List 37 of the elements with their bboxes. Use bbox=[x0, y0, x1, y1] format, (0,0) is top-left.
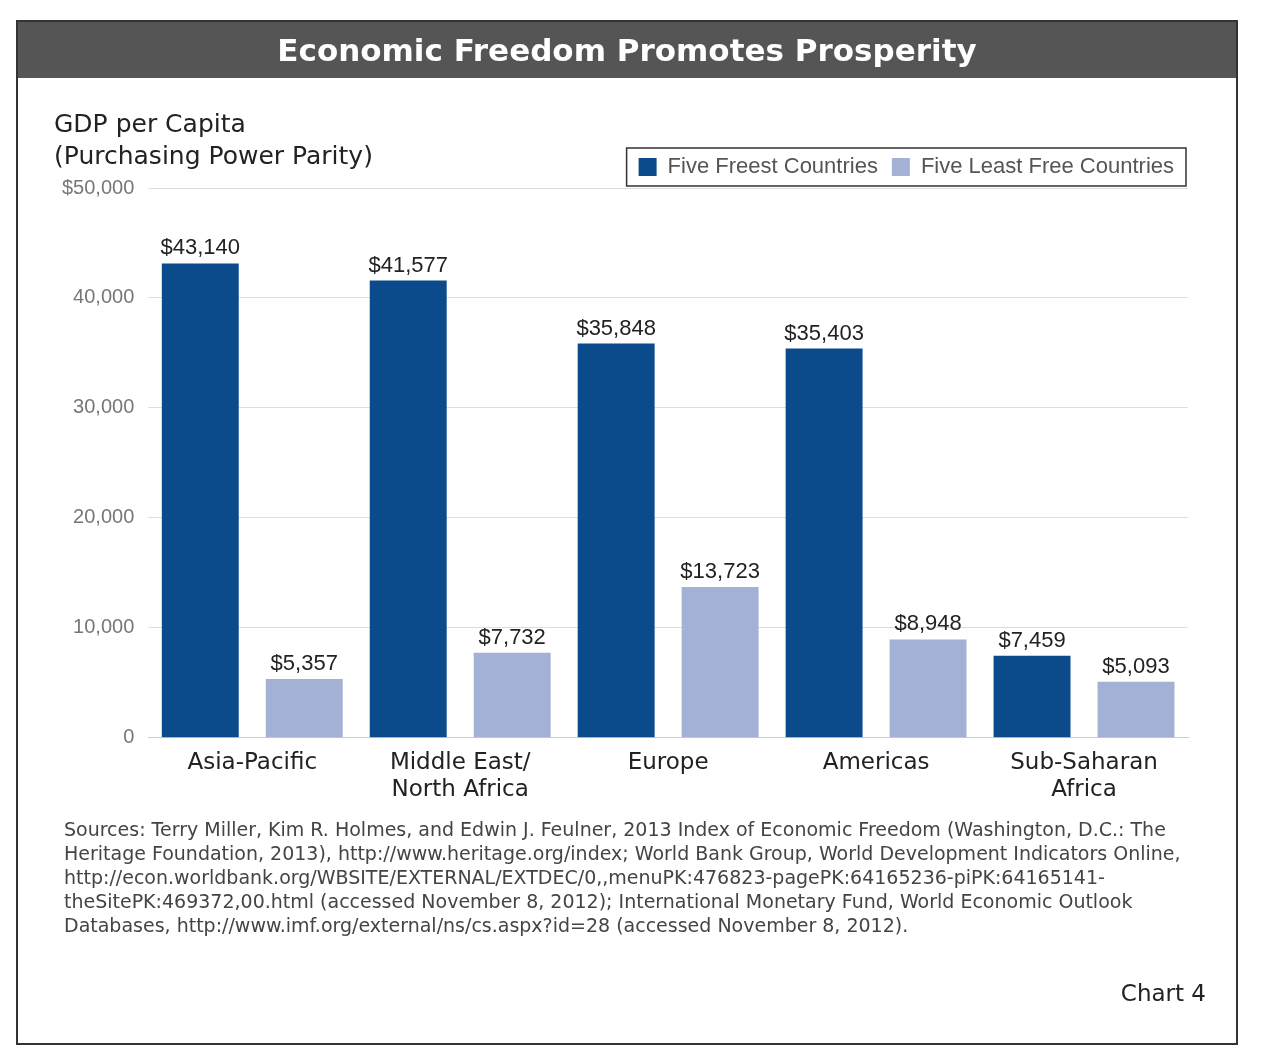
y-tick-label: 20,000 bbox=[73, 505, 135, 528]
bar bbox=[161, 263, 239, 738]
data-label: $35,848 bbox=[576, 314, 656, 340]
y-axis-title: GDP per Capita (Purchasing Power Parity) bbox=[54, 108, 373, 172]
source-note: Sources: Terry Miller, Kim R. Holmes, and Edwin J. Feulner, 2013 Index of Economic Freedom (Washington, D.C.: The Heritage Foundation, 2013), http://www.heritage.org/index; World Bank Group, World Development Indicators Online, http://econ.worldbank.org/WBSITE/EXTERNAL/EXTDEC/0,,menuPK:476823-pagePK:64165236-piPK:64165141-theSitePK:469372,00.html (accessed November 8, 2012); International Monetary Fund, World Economic Outlook Databases, http://www.imf.org/external/ns/cs.aspx?id=28 (accessed November 8, 2012). bbox=[64, 817, 1182, 937]
x-tick-label: Americas bbox=[822, 747, 930, 774]
caption: Chart 4 bbox=[1120, 980, 1206, 1006]
legend-label: Five Freest Countries bbox=[667, 153, 878, 179]
bar bbox=[889, 639, 967, 738]
data-label: $43,140 bbox=[160, 234, 241, 260]
bar bbox=[785, 348, 863, 738]
data-label: $41,577 bbox=[368, 251, 448, 277]
bar bbox=[265, 678, 343, 738]
x-tick-label: Europe bbox=[627, 747, 709, 774]
bar bbox=[369, 280, 447, 738]
bar bbox=[993, 655, 1071, 738]
data-label: $7,732 bbox=[478, 623, 546, 649]
x-tick-label: Sub-Saharan Africa bbox=[1010, 747, 1158, 802]
x-tick-label: Asia-Pacific bbox=[187, 747, 318, 774]
data-label: $13,723 bbox=[680, 557, 760, 583]
bar bbox=[1097, 681, 1175, 738]
x-tick-label: Middle East/ North Africa bbox=[389, 747, 531, 802]
y-tick-label: 10,000 bbox=[73, 615, 135, 638]
data-label: $7,459 bbox=[998, 626, 1066, 652]
data-label: $35,403 bbox=[784, 319, 864, 345]
data-label: $5,357 bbox=[270, 649, 338, 675]
y-tick-label: $50,000 bbox=[62, 175, 135, 198]
data-label: $5,093 bbox=[1102, 652, 1170, 678]
bar bbox=[473, 652, 551, 738]
legend-label: Five Least Free Countries bbox=[920, 153, 1174, 179]
y-tick-label: 40,000 bbox=[73, 285, 135, 308]
y-tick-label: 30,000 bbox=[73, 395, 135, 418]
bar bbox=[577, 343, 655, 738]
chart-title: Economic Freedom Promotes Prosperity bbox=[18, 22, 1236, 78]
bar bbox=[681, 586, 759, 738]
data-label: $8,948 bbox=[894, 610, 962, 636]
y-tick-label: 0 bbox=[123, 725, 135, 748]
